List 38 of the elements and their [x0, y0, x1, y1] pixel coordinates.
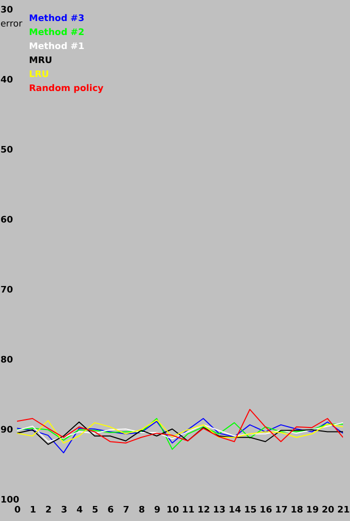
x-tick-label: 5 [92, 506, 98, 516]
x-tick-label: 13 [213, 506, 226, 516]
x-tick-label: 7 [123, 506, 130, 516]
x-tick-label: 12 [198, 506, 210, 516]
y-tick-label: 90 [0, 426, 14, 436]
x-tick-label: 0 [14, 506, 21, 516]
x-tick-label: 4 [76, 506, 83, 516]
y-tick-label: 60 [0, 216, 14, 226]
x-tick-label: 14 [228, 506, 242, 516]
text: Method #2 [29, 28, 84, 38]
x-tick-label: 1 [30, 506, 36, 516]
x-tick-label: 21 [337, 506, 350, 516]
x-tick-label: 10 [166, 506, 180, 516]
y-tick-label: 100 [0, 496, 20, 506]
x-tick-label: 2 [45, 506, 52, 516]
x-tick-label: 3 [60, 506, 68, 516]
text: Random policy [29, 84, 104, 94]
line-series [17, 408, 343, 444]
x-tick-label: 19 [306, 506, 319, 516]
x-tick-label: 16 [260, 506, 272, 516]
text: MRU [29, 56, 52, 66]
y-tick-label: 30 [0, 6, 14, 16]
x-tick-label: 17 [275, 506, 288, 516]
y-tick-label: 50 [0, 146, 14, 156]
x-tick-label: 6 [108, 506, 114, 516]
x-tick-label: 8 [138, 506, 145, 516]
y-axis-title: error [0, 20, 23, 30]
x-tick-label: 20 [322, 506, 334, 516]
text: Method #1 [29, 42, 84, 52]
y-tick-label: 40 [0, 76, 14, 86]
text: LRU [29, 70, 49, 80]
x-tick-label: 15 [244, 506, 257, 516]
text: Method #3 [29, 14, 84, 24]
x-tick-label: 18 [290, 506, 304, 516]
x-tick-label: 9 [154, 506, 160, 516]
y-tick-label: 80 [0, 356, 14, 366]
y-tick-label: 70 [0, 286, 14, 296]
x-tick-label: 11 [182, 506, 195, 516]
